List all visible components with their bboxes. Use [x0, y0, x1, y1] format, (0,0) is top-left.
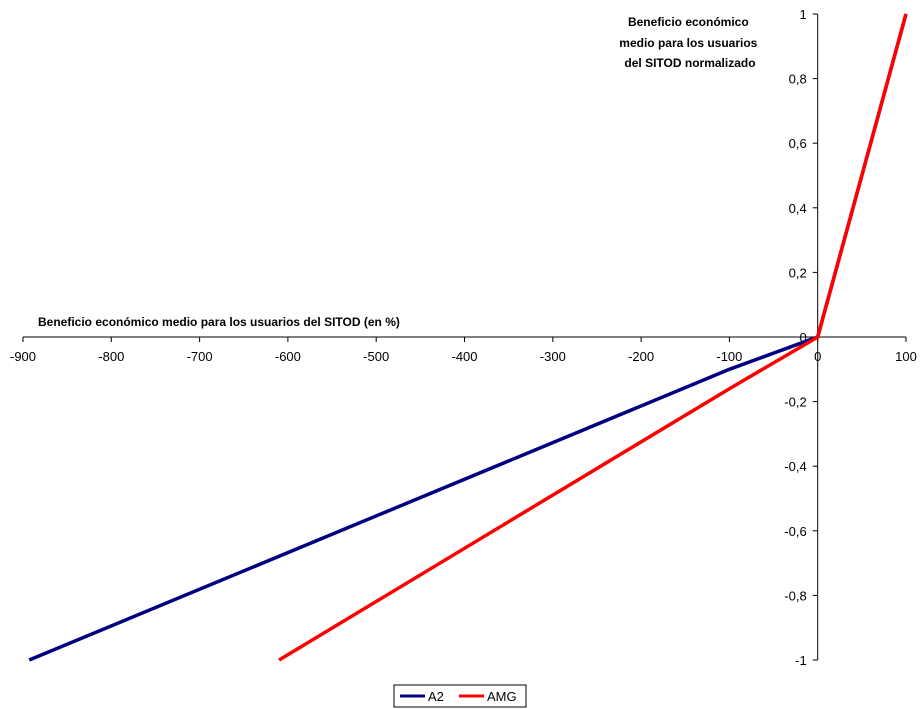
- y-tick-label: -0,8: [784, 588, 806, 603]
- x-tick-label: 100: [895, 349, 917, 364]
- x-tick-label: -700: [187, 349, 213, 364]
- y-tick-label: 1: [799, 7, 806, 22]
- x-tick-label: -600: [275, 349, 301, 364]
- x-tick-label: -900: [10, 349, 36, 364]
- legend-label-amg: AMG: [487, 689, 517, 704]
- x-tick-label: -400: [451, 349, 477, 364]
- x-tick-label: -100: [716, 349, 742, 364]
- y-axis-title-line-3: del SITOD normalizado: [624, 56, 755, 70]
- y-tick-label: 0,4: [789, 201, 807, 216]
- series-layer: [28, 13, 908, 662]
- x-axis-title: Beneficio económico medio para los usuar…: [38, 315, 400, 329]
- y-axis-title: Beneficio económico medio para los usuar…: [619, 15, 760, 70]
- y-tick-label: 0,2: [789, 265, 807, 280]
- y-tick-label: 0,8: [789, 72, 807, 87]
- x-tick-label: -500: [363, 349, 389, 364]
- legend: A2 AMG: [393, 684, 527, 708]
- x-tick-label: -200: [628, 349, 654, 364]
- y-tick-label: -0,2: [784, 395, 806, 410]
- y-axis-title-line-2: medio para los usuarios: [619, 36, 757, 50]
- x-tick-label: -300: [540, 349, 566, 364]
- y-tick-label: -0,6: [784, 524, 806, 539]
- x-tick-label: 0: [814, 349, 821, 364]
- legend-label-a2: A2: [428, 689, 444, 704]
- series-line-amg: [278, 13, 908, 662]
- x-tick-label: -800: [98, 349, 124, 364]
- y-tick-label: 0,6: [789, 136, 807, 151]
- y-tick-label: -0,4: [784, 459, 806, 474]
- y-tick-label: -1: [795, 653, 807, 668]
- axes: -900 -800 -700 -600 -500 -400 -300 -200 -100 0 100…: [10, 7, 917, 668]
- y-tick-label: 0: [799, 330, 806, 345]
- y-axis-title-line-1: Beneficio económico: [628, 15, 749, 29]
